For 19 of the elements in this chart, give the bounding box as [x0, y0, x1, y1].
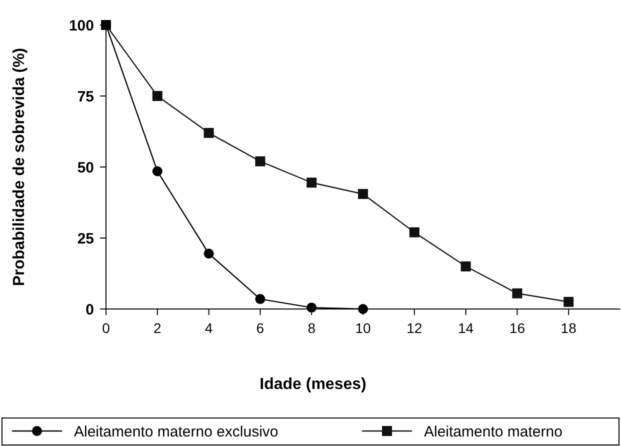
- x-tick-label: 18: [560, 320, 577, 336]
- y-tick-label: 0: [86, 301, 94, 318]
- x-tick-label: 14: [458, 320, 474, 336]
- y-tick-label: 50: [77, 159, 94, 176]
- y-axis-title: Probabilidade de sobrevida (%): [11, 48, 28, 286]
- x-tick-label: 0: [102, 320, 110, 336]
- legend-label: Aleitamento materno: [424, 423, 562, 440]
- x-tick-label: 12: [406, 320, 422, 336]
- x-tick-label: 8: [308, 320, 316, 336]
- y-tick-label: 25: [77, 230, 94, 248]
- x-tick-label: 2: [154, 320, 162, 336]
- legend-label: Aleitamento materno exclusivo: [74, 423, 278, 440]
- x-tick-label: 16: [509, 320, 526, 336]
- y-tick-label: 100: [68, 17, 94, 34]
- x-axis-title: Idade (meses): [260, 376, 366, 393]
- y-tick-label: 75: [77, 88, 94, 106]
- x-tick-label: 4: [204, 320, 213, 336]
- x-tick-label: 10: [355, 320, 371, 336]
- x-tick-label: 6: [256, 320, 264, 336]
